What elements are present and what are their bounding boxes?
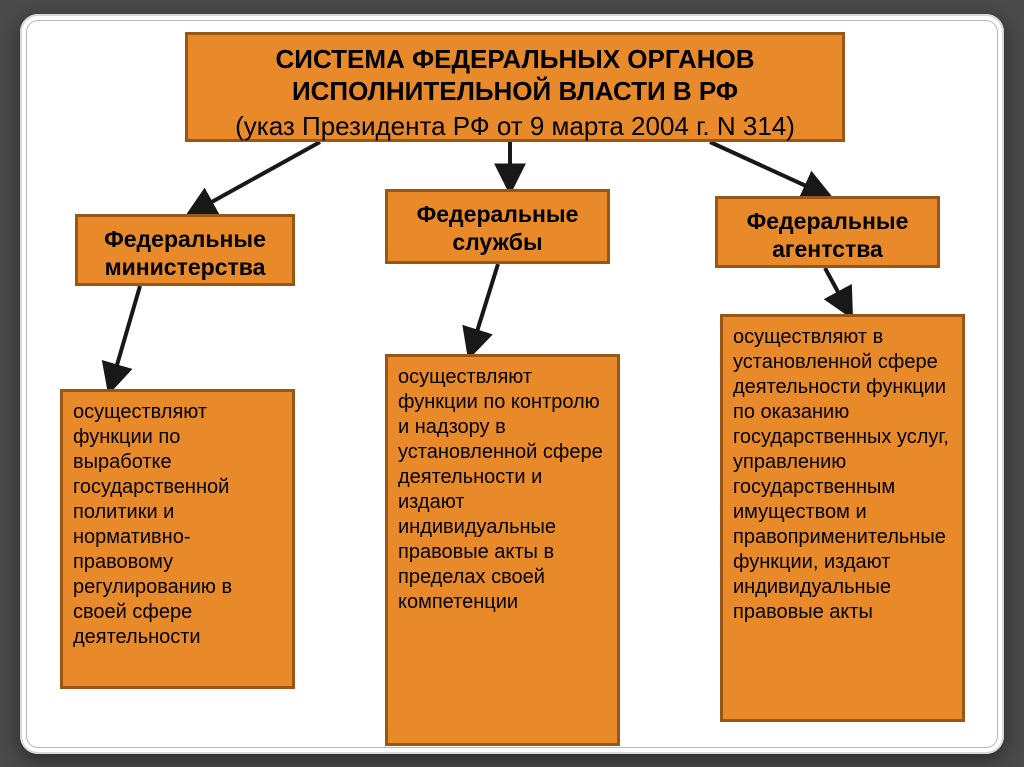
category-label-line1: Федеральные xyxy=(104,226,266,252)
arrow xyxy=(470,264,498,354)
arrow xyxy=(110,286,140,389)
description-box: осуществляют в установленной сфере деяте… xyxy=(720,314,965,722)
header-box: СИСТЕМА ФЕДЕРАЛЬНЫХ ОРГАНОВ ИСПОЛНИТЕЛЬН… xyxy=(185,32,845,142)
category-label-line2: министерства xyxy=(105,254,266,280)
category-box: Федеральныеслужбы xyxy=(385,189,610,264)
arrow xyxy=(190,142,320,214)
description-box: осуществляют функции по контролю и надзо… xyxy=(385,354,620,746)
arrow xyxy=(825,268,850,314)
arrow xyxy=(710,142,828,196)
description-box: осуществляют функции по выработке госуда… xyxy=(60,389,295,689)
category-box: Федеральныеагентства xyxy=(715,196,940,268)
header-title-line1: СИСТЕМА ФЕДЕРАЛЬНЫХ ОРГАНОВ xyxy=(276,44,755,74)
category-label-line1: Федеральные xyxy=(417,201,579,227)
header-title-line2: ИСПОЛНИТЕЛЬНОЙ ВЛАСТИ В РФ xyxy=(292,76,738,106)
category-label-line2: службы xyxy=(452,229,542,255)
header-subtitle: (указ Президента РФ от 9 марта 2004 г. N… xyxy=(198,110,832,143)
category-box: Федеральныеминистерства xyxy=(75,214,295,286)
category-label-line1: Федеральные xyxy=(747,208,909,234)
slide-frame: СИСТЕМА ФЕДЕРАЛЬНЫХ ОРГАНОВ ИСПОЛНИТЕЛЬН… xyxy=(20,14,1004,754)
category-label-line2: агентства xyxy=(772,236,883,262)
